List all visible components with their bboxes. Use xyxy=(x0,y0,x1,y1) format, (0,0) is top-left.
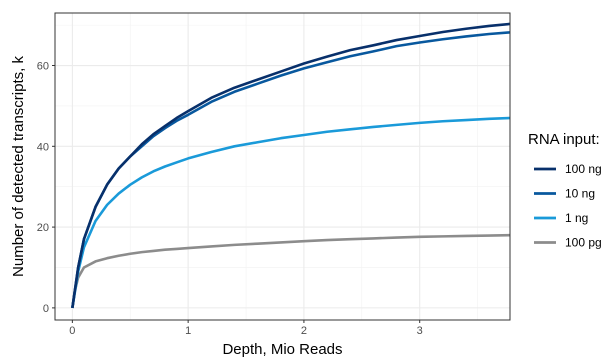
x-tick-label: 1 xyxy=(185,325,191,337)
series-line-100-pg xyxy=(71,233,511,309)
x-axis-title: Depth, Mio Reads xyxy=(222,341,342,358)
y-tick-label: 40 xyxy=(37,141,49,153)
legend-label-10-ng: 10 ng xyxy=(565,187,595,201)
legend-label-100-pg: 100 pg xyxy=(565,236,602,250)
y-tick-label: 20 xyxy=(37,222,49,234)
plot-panel xyxy=(55,13,510,320)
y-tick-label: 60 xyxy=(37,61,49,73)
series-line-100-ng xyxy=(71,22,511,309)
legend-label-1-ng: 1 ng xyxy=(565,211,588,225)
plot-border xyxy=(54,12,511,321)
legend-items: 100 ng 10 ng 1 ng 100 pg xyxy=(534,162,602,250)
x-tick-label: 3 xyxy=(417,325,423,337)
series-lines xyxy=(71,22,511,309)
y-axis-title: Number of detected transcripts, k xyxy=(10,56,27,277)
legend-label-100-ng: 100 ng xyxy=(565,162,602,176)
x-tick-label: 0 xyxy=(69,325,75,337)
y-axis: 0 20 40 60 xyxy=(37,61,55,315)
grid-minor xyxy=(55,13,510,320)
legend-title: RNA input: xyxy=(528,131,600,148)
x-tick-label: 2 xyxy=(301,325,307,337)
y-tick-label: 0 xyxy=(43,303,49,315)
series-line-1-ng xyxy=(71,116,511,309)
x-axis: 0 1 2 3 xyxy=(69,320,423,337)
legend: RNA input: 100 ng 10 ng 1 ng 100 pg xyxy=(528,131,602,250)
